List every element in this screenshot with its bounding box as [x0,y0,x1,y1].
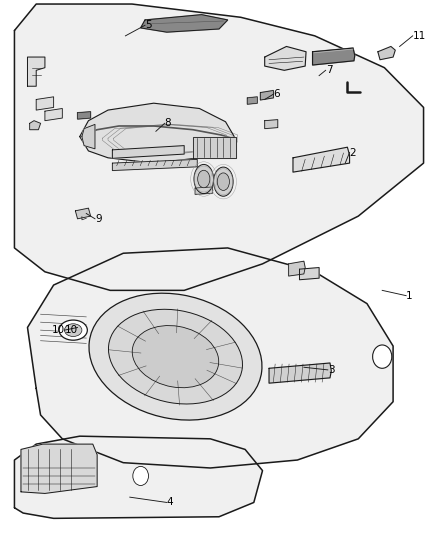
Polygon shape [82,124,95,149]
Text: 7: 7 [325,66,332,75]
Polygon shape [260,91,273,100]
Text: 6: 6 [273,89,280,99]
Polygon shape [265,119,278,128]
Polygon shape [289,261,305,276]
Polygon shape [378,46,395,60]
Polygon shape [193,136,237,158]
Text: 2: 2 [350,148,356,158]
Polygon shape [195,187,212,195]
Ellipse shape [217,173,230,190]
Polygon shape [36,97,53,110]
Polygon shape [113,159,197,171]
Polygon shape [78,112,91,119]
Polygon shape [247,97,257,104]
Text: 8: 8 [165,118,171,128]
Polygon shape [313,48,355,65]
Text: 4: 4 [167,497,173,507]
Text: 10: 10 [51,325,64,335]
Circle shape [133,466,148,486]
Ellipse shape [194,165,214,193]
Text: 3: 3 [328,365,335,375]
Text: 9: 9 [95,214,102,224]
Polygon shape [14,4,424,290]
Text: 11: 11 [413,31,426,41]
Polygon shape [113,146,184,158]
Polygon shape [300,268,319,280]
Polygon shape [30,120,41,130]
Polygon shape [293,147,350,172]
Text: 1: 1 [406,290,413,301]
Ellipse shape [64,324,82,336]
Ellipse shape [109,309,243,404]
Polygon shape [45,109,62,120]
Polygon shape [14,436,262,519]
Polygon shape [28,248,393,468]
Text: 10: 10 [64,325,78,335]
Polygon shape [269,363,331,383]
Polygon shape [141,14,228,32]
Polygon shape [21,444,97,494]
Text: 5: 5 [145,20,152,30]
Ellipse shape [89,293,262,420]
Polygon shape [265,46,306,70]
Ellipse shape [59,320,87,340]
Ellipse shape [198,170,210,188]
Polygon shape [75,208,91,219]
Polygon shape [28,57,45,86]
Ellipse shape [132,326,219,387]
Circle shape [373,345,392,368]
Polygon shape [80,103,234,163]
Ellipse shape [214,167,233,196]
